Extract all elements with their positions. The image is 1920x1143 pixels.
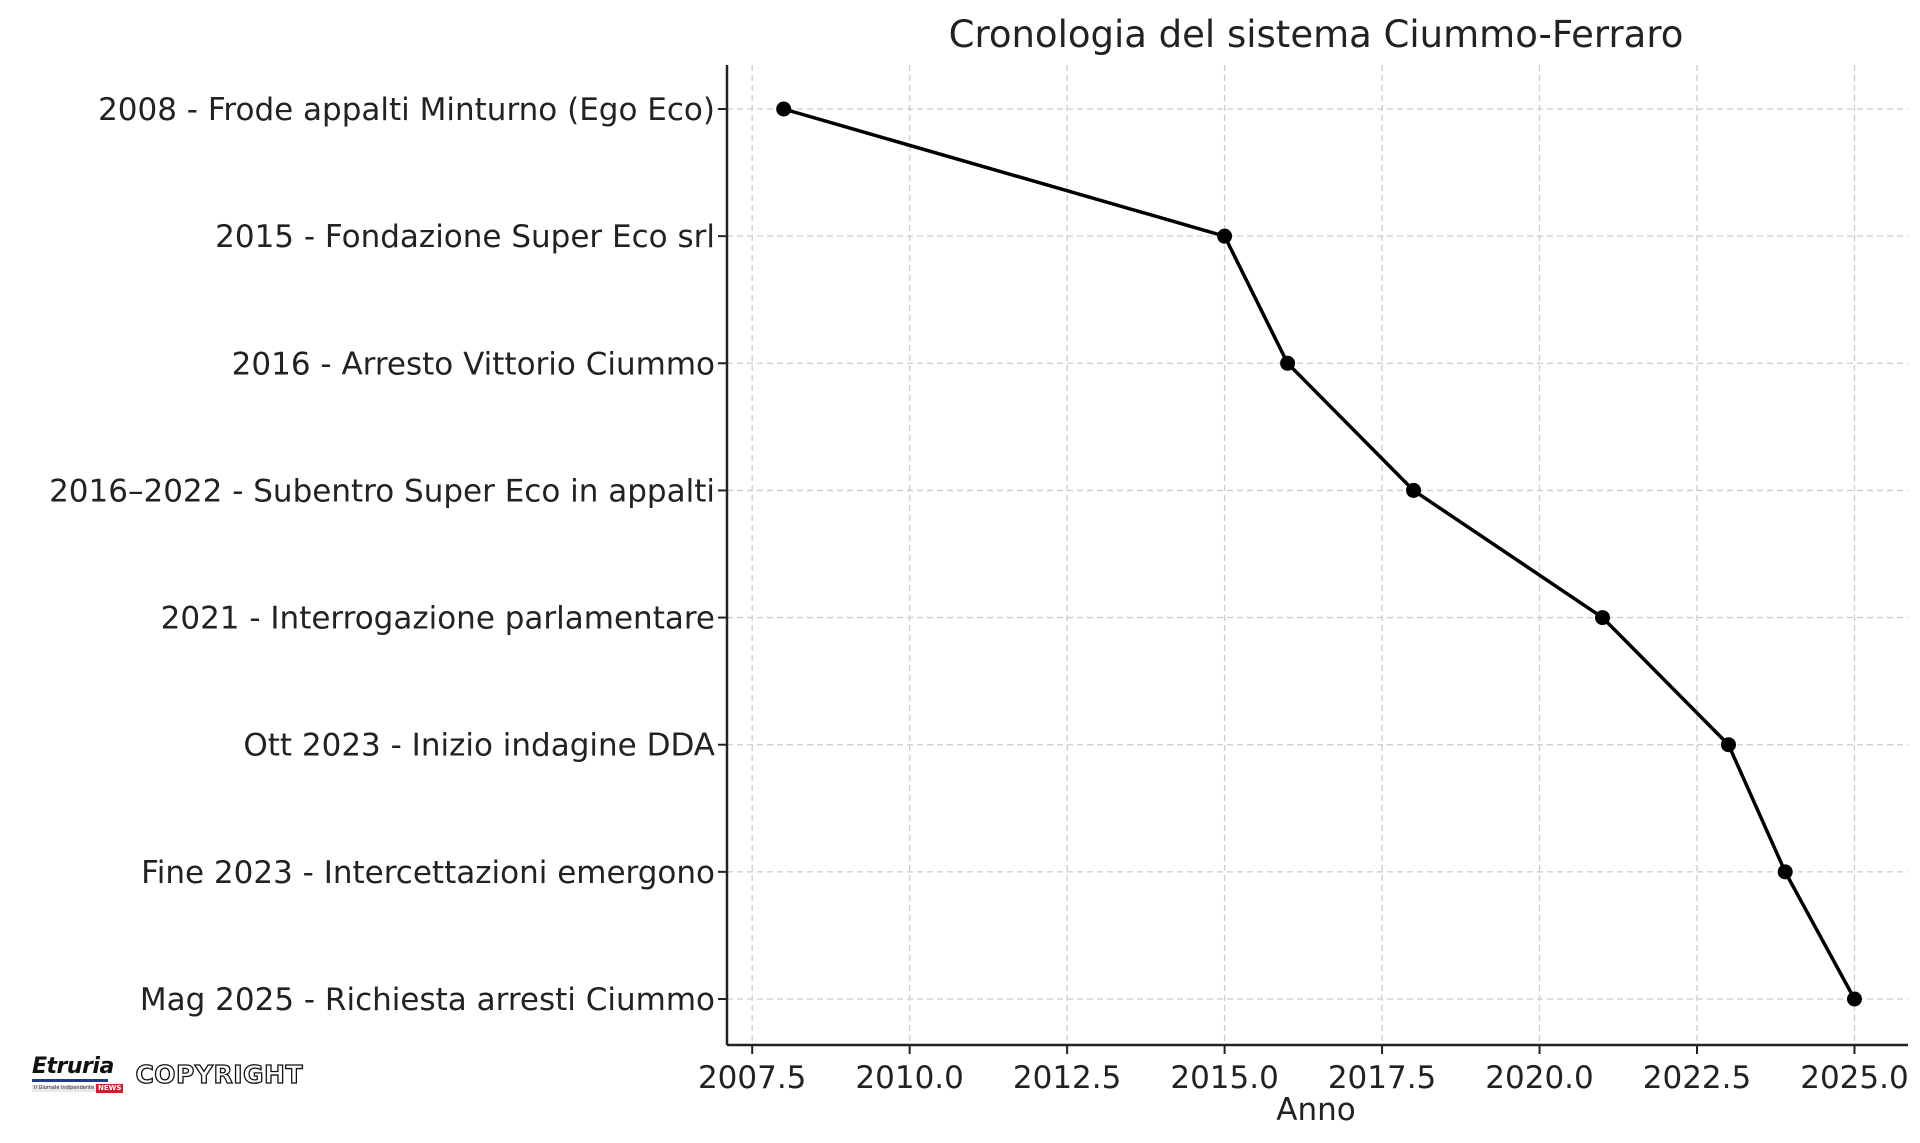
x-tick-label: 2025.0 — [1800, 1060, 1908, 1096]
logo-news-badge: NEWS — [96, 1083, 124, 1093]
data-point — [776, 101, 792, 117]
x-tick-label: 2007.5 — [698, 1060, 806, 1096]
data-point — [1720, 737, 1736, 753]
x-tick-label: 2020.0 — [1485, 1060, 1593, 1096]
copyright-text: COPYRIGHT — [135, 1059, 304, 1089]
data-point — [1217, 228, 1233, 244]
logo-tagline: Il Giornale indipendente — [32, 1084, 97, 1092]
y-tick-label: 2015 - Fondazione Super Eco srl — [215, 219, 715, 255]
x-tick-label: 2015.0 — [1170, 1060, 1278, 1096]
grid-lines — [727, 65, 1908, 1045]
watermark: Etruria Il Giornale indipendente NEWS CO… — [32, 1056, 303, 1093]
series-line — [776, 101, 1862, 1007]
x-tick-label: 2017.5 — [1328, 1060, 1436, 1096]
y-tick-label: 2016–2022 - Subentro Super Eco in appalt… — [49, 473, 715, 509]
data-point — [1406, 482, 1422, 498]
y-tick-label: 2021 - Interrogazione parlamentare — [161, 601, 715, 637]
y-tick-label: Fine 2023 - Intercettazioni emergono — [141, 855, 715, 891]
data-point — [1846, 991, 1862, 1007]
y-tick-label: Mag 2025 - Richiesta arresti Ciummo — [140, 982, 715, 1018]
y-tick-label: 2008 - Frode appalti Minturno (Ego Eco) — [98, 92, 715, 128]
x-tick-labels: 2007.5 2010.0 2012.5 2015.0 2017.5 2020.0 2022… — [698, 1045, 1909, 1096]
chart-title: Cronologia del sistema Ciummo-Ferraro — [949, 13, 1684, 56]
data-point — [1777, 864, 1793, 880]
y-tick-labels: 2008 - Frode appalti Minturno (Ego Eco) 2… — [49, 92, 727, 1018]
data-point — [1595, 610, 1611, 626]
etruria-news-logo: Etruria Il Giornale indipendente NEWS — [32, 1054, 124, 1093]
x-tick-label: 2022.5 — [1643, 1060, 1751, 1096]
y-tick-label: Ott 2023 - Inizio indagine DDA — [243, 728, 715, 764]
logo-name: Etruria — [32, 1054, 114, 1079]
x-tick-label: 2012.5 — [1013, 1060, 1121, 1096]
series-line-path — [783, 107, 1856, 1000]
logo-bar: Il Giornale indipendente NEWS — [32, 1083, 124, 1093]
y-tick-label: 2016 - Arresto Vittorio Ciummo — [232, 346, 715, 382]
axes — [725, 65, 1908, 1047]
data-point — [1280, 355, 1296, 371]
x-axis-label: Anno — [1276, 1092, 1355, 1128]
x-tick-label: 2010.0 — [855, 1060, 963, 1096]
logo-underline — [32, 1079, 108, 1082]
